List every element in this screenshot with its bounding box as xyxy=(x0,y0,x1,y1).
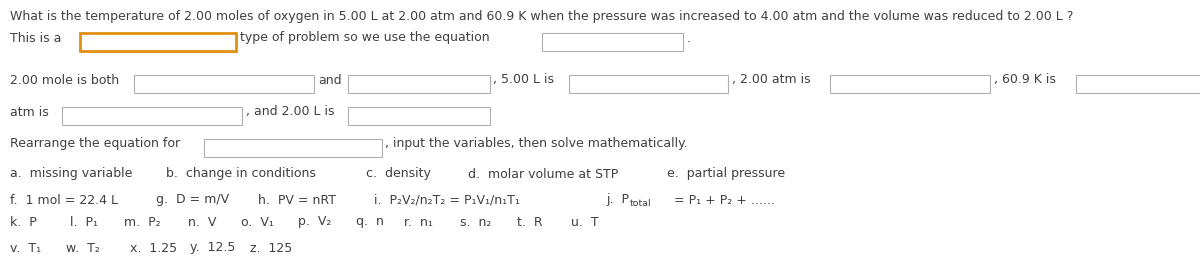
Text: h.  PV = nRT: h. PV = nRT xyxy=(258,193,336,206)
Text: k.  P: k. P xyxy=(10,215,36,228)
Text: w.  T₂: w. T₂ xyxy=(66,241,100,254)
Text: l.  P₁: l. P₁ xyxy=(70,215,97,228)
Text: and: and xyxy=(318,73,342,86)
Text: y.  12.5: y. 12.5 xyxy=(190,241,235,254)
Text: q.  n: q. n xyxy=(356,215,384,228)
FancyBboxPatch shape xyxy=(80,33,236,51)
Text: v.  T₁: v. T₁ xyxy=(10,241,41,254)
Text: b.  change in conditions: b. change in conditions xyxy=(166,167,316,180)
FancyBboxPatch shape xyxy=(134,75,314,93)
Text: , 60.9 K is: , 60.9 K is xyxy=(994,73,1056,86)
Text: What is the temperature of 2.00 moles of oxygen in 5.00 L at 2.00 atm and 60.9 K: What is the temperature of 2.00 moles of… xyxy=(10,10,1073,23)
Text: atm is: atm is xyxy=(10,105,48,118)
FancyBboxPatch shape xyxy=(204,139,382,157)
Text: f.  1 mol = 22.4 L: f. 1 mol = 22.4 L xyxy=(10,193,118,206)
Text: a.  missing variable: a. missing variable xyxy=(10,167,132,180)
Text: type of problem so we use the equation: type of problem so we use the equation xyxy=(240,32,490,45)
Text: t.  R: t. R xyxy=(517,215,542,228)
FancyBboxPatch shape xyxy=(542,33,683,51)
Text: x.  1.25: x. 1.25 xyxy=(130,241,176,254)
Text: u.  T: u. T xyxy=(571,215,599,228)
Text: total: total xyxy=(630,198,652,207)
Text: , and 2.00 L is: , and 2.00 L is xyxy=(246,105,335,118)
Text: z.  125: z. 125 xyxy=(250,241,292,254)
Text: , 5.00 L is: , 5.00 L is xyxy=(493,73,554,86)
Text: c.  density: c. density xyxy=(366,167,431,180)
Text: = P₁ + P₂ + ......: = P₁ + P₂ + ...... xyxy=(670,193,774,206)
Text: o.  V₁: o. V₁ xyxy=(241,215,274,228)
Text: , 2.00 atm is: , 2.00 atm is xyxy=(732,73,811,86)
Text: , input the variables, then solve mathematically.: , input the variables, then solve mathem… xyxy=(385,138,688,151)
Text: e.  partial pressure: e. partial pressure xyxy=(667,167,785,180)
Text: p.  V₂: p. V₂ xyxy=(298,215,331,228)
Text: Rearrange the equation for: Rearrange the equation for xyxy=(10,138,180,151)
Text: r.  n₁: r. n₁ xyxy=(404,215,433,228)
Text: .: . xyxy=(686,32,690,45)
FancyBboxPatch shape xyxy=(569,75,728,93)
FancyBboxPatch shape xyxy=(62,107,242,125)
Text: g.  D = m/V: g. D = m/V xyxy=(156,193,229,206)
FancyBboxPatch shape xyxy=(830,75,990,93)
Text: n.  V: n. V xyxy=(188,215,217,228)
Text: This is a: This is a xyxy=(10,32,65,45)
Text: s.  n₂: s. n₂ xyxy=(460,215,491,228)
Text: m.  P₂: m. P₂ xyxy=(124,215,161,228)
FancyBboxPatch shape xyxy=(348,75,490,93)
FancyBboxPatch shape xyxy=(1076,75,1200,93)
Text: j.  P: j. P xyxy=(606,193,629,206)
Text: i.  P₂V₂/n₂T₂ = P₁V₁/n₁T₁: i. P₂V₂/n₂T₂ = P₁V₁/n₁T₁ xyxy=(374,193,521,206)
Text: d.  molar volume at STP: d. molar volume at STP xyxy=(468,167,618,180)
Text: 2.00 mole is both: 2.00 mole is both xyxy=(10,73,119,86)
FancyBboxPatch shape xyxy=(348,107,490,125)
